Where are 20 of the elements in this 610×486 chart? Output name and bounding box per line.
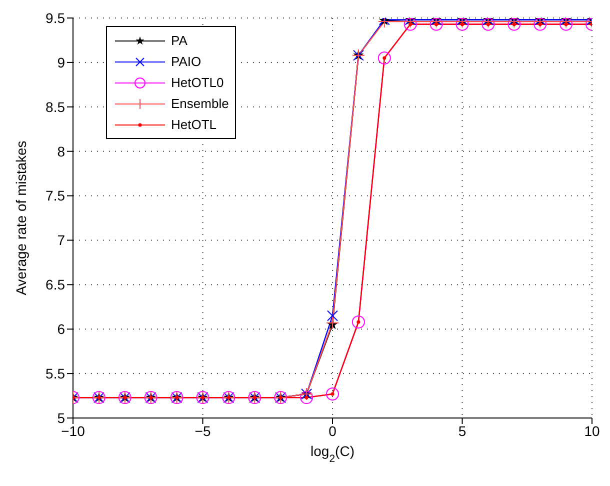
y-tick-label: 5.5 [46,366,66,382]
y-tick-label: 8.5 [46,98,66,115]
y-tick-label: 8 [57,143,66,160]
legend-label: HetOTL [171,117,217,132]
x-axis-title: log$_{2}$(C) [310,443,354,465]
x-tick-label: −5 [194,422,211,439]
y-tick-label: 7 [57,232,66,248]
legend-label: Ensemble [171,96,229,111]
x-tick-label: 0 [328,422,337,439]
y-tick-label: 9 [57,54,66,70]
y-tick-label: 7.5 [46,188,66,204]
y-tick-label: 6 [57,321,66,338]
legend-label: HetOTL0 [171,75,224,90]
x-tick-label: 10 [584,422,600,439]
legend-label: PA [171,33,188,48]
y-axis-title: Average rate of mistakes [12,140,29,296]
legend-label: PAIO [171,54,202,69]
y-tick-label: 9.5 [46,10,66,26]
x-tick-label: 5 [458,422,466,439]
y-tick-label: 6.5 [46,276,66,293]
